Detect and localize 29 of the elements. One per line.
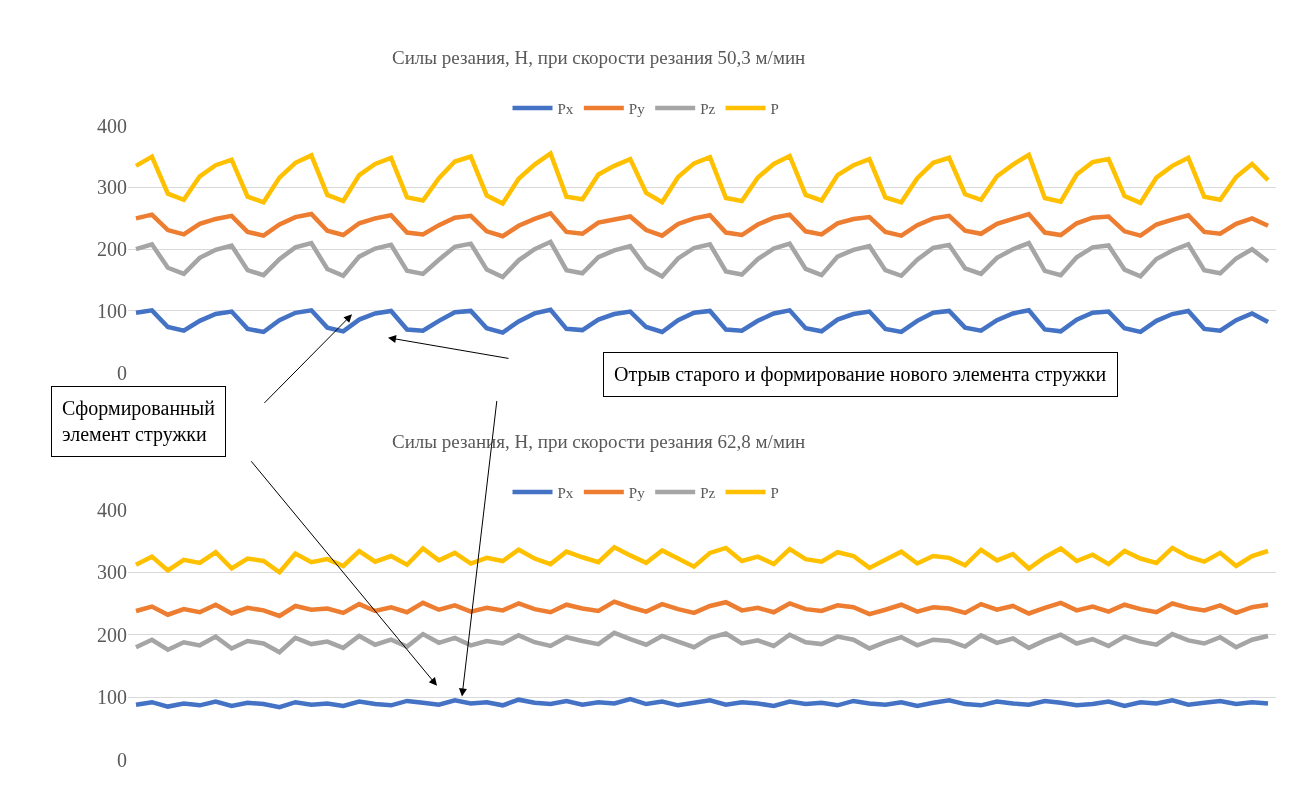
chart-title: Силы резания, Н, при скорости резания 50,3 м/мин	[392, 47, 806, 68]
line-series	[133, 630, 1271, 655]
legend-label: P	[770, 484, 779, 501]
legend-label: Py	[628, 100, 646, 117]
y-tick-label: 200	[97, 238, 127, 261]
y-tick-label: 400	[97, 498, 127, 521]
line-series	[133, 239, 1271, 280]
line-series	[133, 696, 1271, 710]
y-tick-label: 0	[117, 748, 127, 771]
text: Сформированный элемент стружки	[62, 397, 216, 446]
y-tick-label: 200	[97, 623, 127, 646]
legend-label: P	[770, 100, 779, 117]
legend-label: Px	[557, 100, 574, 117]
line-series	[133, 307, 1271, 335]
line-series	[133, 545, 1271, 575]
legend-label: Pz	[700, 484, 716, 501]
legend-label: Px	[557, 484, 574, 501]
y-tick-label: 100	[97, 686, 127, 709]
y-tick-label: 300	[97, 561, 127, 584]
line-series	[133, 599, 1271, 619]
annotation: Отрыв старого и формирование нового элемента стружки	[614, 363, 1107, 386]
y-tick-label: 100	[97, 299, 127, 322]
line-series	[133, 151, 1271, 206]
y-tick-label: 300	[97, 176, 127, 199]
y-tick-label: 0	[117, 361, 127, 384]
line-series	[133, 211, 1271, 239]
legend-label: Py	[628, 484, 646, 501]
y-tick-label: 400	[97, 114, 127, 137]
legend-label: Pz	[700, 100, 716, 117]
